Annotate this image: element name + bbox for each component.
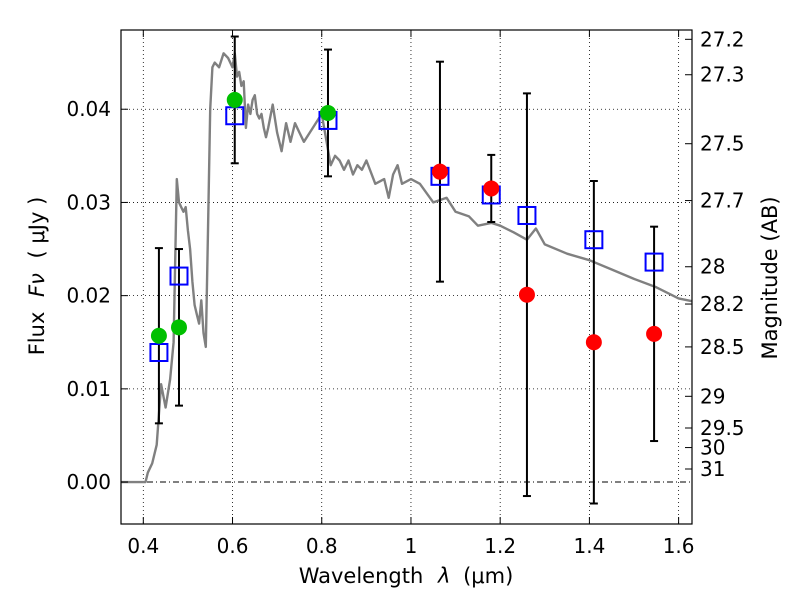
y-tick-label: 0.00	[66, 470, 111, 494]
plot-frame	[120, 29, 693, 525]
y2-tick-label: 27.2	[700, 27, 745, 51]
model-sed-line	[121, 52, 693, 484]
observed-point-green	[319, 104, 336, 121]
observed-point-red	[646, 325, 663, 342]
x-tick-label: 0.8	[306, 534, 338, 558]
x-tick-label: 0.6	[217, 534, 249, 558]
model-photometry-point	[644, 252, 664, 272]
y-tick-label: 0.01	[66, 377, 111, 401]
model-photometry-point	[169, 266, 189, 286]
observed-point-red	[585, 334, 602, 351]
y2-tick-label: 27.7	[700, 189, 745, 213]
y2-tick-label: 31	[700, 457, 725, 481]
y2-tick-label: 28.5	[700, 335, 745, 359]
observed-point-green	[226, 91, 243, 108]
model-photometry-point	[584, 230, 604, 250]
x-tick-label: 1	[405, 534, 418, 558]
x-axis-title: Wavelength λ (μm)	[299, 564, 514, 588]
y2-tick-label: 30	[700, 436, 725, 460]
y-tick-label: 0.04	[66, 97, 111, 121]
observed-point-red	[518, 286, 535, 303]
x-tick-label: 1.6	[663, 534, 695, 558]
observed-point-red	[483, 180, 500, 197]
y-axis: 0.00 0.01 0.02 0.03 0.04	[66, 97, 128, 494]
model-photometry-series	[149, 106, 664, 362]
observed-point-red	[431, 163, 448, 180]
y2-tick-label: 29	[700, 384, 725, 408]
y2-tick-label: 27.5	[700, 132, 745, 156]
y2-tick-label: 28.2	[700, 292, 745, 316]
x-tick-label: 0.4	[127, 534, 159, 558]
y2-axis-title: Magnitude (AB)	[758, 196, 782, 359]
y-tick-label: 0.03	[66, 190, 111, 214]
observed-point-green	[150, 327, 167, 344]
x-tick-label: 1.4	[573, 534, 605, 558]
x-axis: 0.4 0.6 0.8 1 1.2 1.4 1.6	[127, 30, 695, 558]
y-tick-label: 0.02	[66, 284, 111, 308]
y-axis-title: Flux Fν ( μJy )	[25, 197, 49, 356]
model-sed-series	[121, 52, 693, 484]
observed-point-green	[170, 319, 187, 336]
y2-tick-label: 29.5	[700, 416, 745, 440]
model-photometry-point	[149, 342, 169, 362]
observed-photometry-series	[150, 91, 663, 351]
x-tick-label: 1.2	[484, 534, 516, 558]
model-photometry-point	[517, 205, 537, 225]
y2-tick-label: 28	[700, 255, 725, 279]
y2-tick-label: 27.3	[700, 63, 745, 87]
